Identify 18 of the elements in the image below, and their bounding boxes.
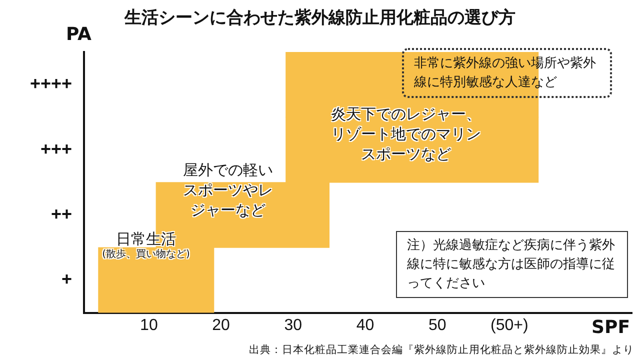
x-tick-label: 40 xyxy=(356,316,374,334)
y-tick-label: +++ xyxy=(40,138,72,159)
y-axis-title: PA xyxy=(66,24,92,45)
annotation: 屋外での軽いスポーツやレジャーなど xyxy=(182,160,274,220)
x-tick-label: 50 xyxy=(428,316,446,334)
x-tick-label: (50+) xyxy=(490,316,528,334)
x-tick-label: 30 xyxy=(284,316,302,334)
source-note: 出典：日本化粧品工業連合会編『紫外線防止用化粧品と紫外線防止効果』より xyxy=(249,343,634,357)
annotation: 注）光線過敏症など疾病に伴う紫外線に特に敏感な方は医師の指導に従ってください xyxy=(396,231,628,298)
annotation: (散歩、買い物など) xyxy=(101,248,191,262)
y-tick-label: ++ xyxy=(51,204,72,224)
x-tick-label: 10 xyxy=(140,316,158,334)
y-tick-label: + xyxy=(62,269,72,290)
y-tick-label: ++++ xyxy=(30,74,72,94)
annotation: 炎天下でのレジャー、リゾート地でのマリンスポーツなど xyxy=(330,104,482,164)
x-axis-title: SPF xyxy=(592,317,630,338)
chart-title: 生活シーンに合わせた紫外線防止用化粧品の選び方 xyxy=(124,8,516,28)
x-tick-label: 20 xyxy=(212,316,230,334)
